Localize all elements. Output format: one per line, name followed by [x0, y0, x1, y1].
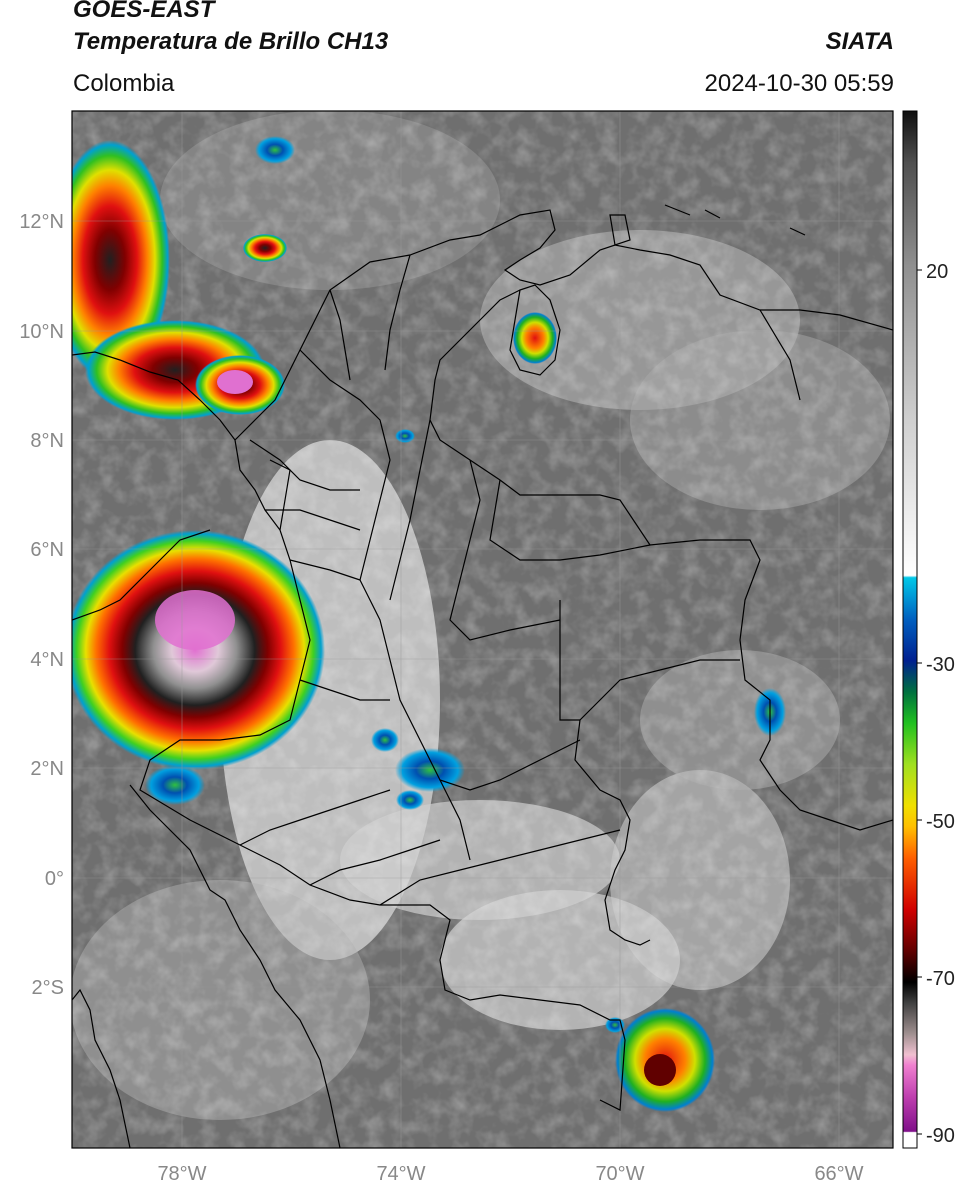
lat-labels: 12°N 10°N 8°N 6°N 4°N 2°N 0° 2°S [19, 211, 64, 999]
lat-label: 10°N [19, 321, 64, 343]
region-label: Colombia [73, 70, 175, 97]
lat-label: 12°N [19, 211, 64, 233]
product-title: Temperatura de Brillo CH13 [73, 28, 389, 55]
lat-label: 4°N [30, 649, 64, 671]
colorbar-tick: -70 [926, 968, 955, 990]
colorbar-tick: -90 [926, 1125, 955, 1147]
lon-label: 74°W [376, 1163, 425, 1185]
lat-label: 6°N [30, 539, 64, 561]
lon-labels: 78°W 74°W 70°W 66°W [157, 1163, 863, 1185]
storm-pacific [72, 530, 325, 770]
lon-label: 66°W [814, 1163, 863, 1185]
lat-label: 2°S [32, 977, 64, 999]
colorbar-tick: 20 [926, 261, 948, 283]
satellite-title: GOES-EAST [73, 0, 215, 23]
lat-label: 2°N [30, 758, 64, 780]
graticule [72, 111, 893, 1148]
colorbar-scale [903, 111, 917, 1148]
lon-label: 78°W [157, 1163, 206, 1185]
colorbar-tick: -30 [926, 654, 955, 676]
lat-label: 0° [45, 868, 64, 890]
storm-caribbean [72, 140, 170, 380]
map-border [71, 110, 894, 1149]
colorbar-tick: -50 [926, 811, 955, 833]
source-label: SIATA [825, 28, 894, 55]
colorbar: 20 -30 -50 -70 -90 [902, 110, 955, 1149]
borders [72, 204, 893, 1148]
satellite-image [72, 111, 893, 1148]
datetime-label: 2024-10-30 05:59 [704, 70, 895, 97]
lat-label: 8°N [30, 430, 64, 452]
lon-label: 70°W [595, 1163, 644, 1185]
